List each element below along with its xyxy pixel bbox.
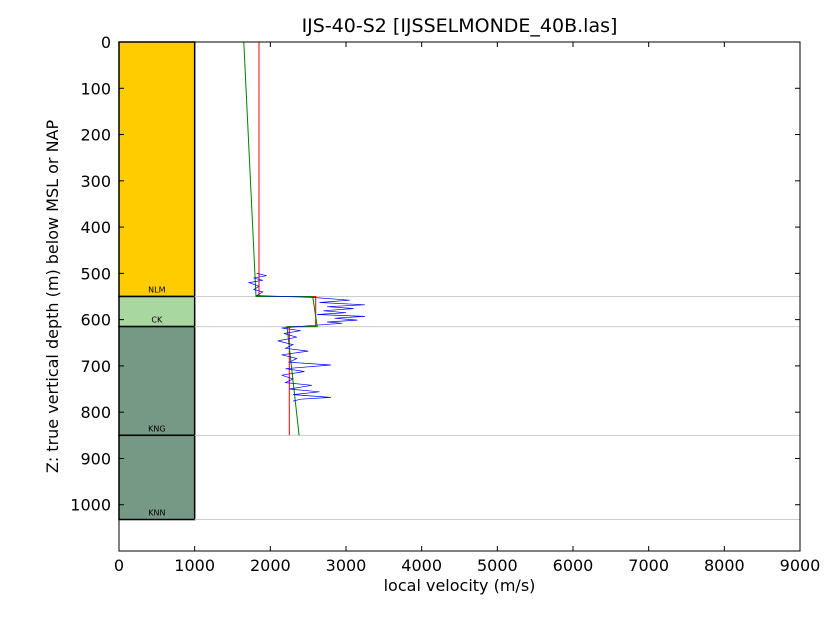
axis-ticks: 0 1000 2000 3000 4000 5000 6000 7000 8000 9000 0 10… (70, 33, 820, 575)
stratigraphic-layers: NLM CK KNG KNN (118, 41, 196, 521)
velocity-series (243, 41, 365, 436)
y-tick-label: 900 (80, 449, 111, 468)
layer-knn (118, 434, 196, 521)
x-tick-label: 2000 (250, 556, 291, 575)
layer-label-knn: KNN (148, 509, 165, 518)
y-axis-label: Z: true vertical depth (m) below MSL or … (43, 120, 62, 474)
y-tick-label: 400 (80, 218, 111, 237)
series-line-3 (247, 273, 365, 402)
x-tick-label: 6000 (553, 556, 594, 575)
x-tick-label: 9000 (780, 556, 821, 575)
plot-frame (118, 41, 801, 552)
y-tick-label: 500 (80, 264, 111, 283)
x-tick-label: 8000 (704, 556, 745, 575)
chart-title: IJS-40-S2 [IJSSELMONDE_40B.las] (302, 15, 618, 37)
x-tick-label: 7000 (628, 556, 669, 575)
y-tick-label: 800 (80, 403, 111, 422)
layer-label-nlm: NLM (148, 286, 165, 295)
y-tick-label: 700 (80, 357, 111, 376)
x-tick-label: 3000 (326, 556, 367, 575)
y-tick-label: 300 (80, 172, 111, 191)
x-tick-label: 5000 (477, 556, 518, 575)
x-axis-label: local velocity (m/s) (384, 576, 536, 595)
layer-label-ck: CK (151, 316, 163, 325)
y-tick-label: 600 (80, 311, 111, 330)
x-tick-label: 0 (114, 556, 124, 575)
x-tick-label: 1000 (174, 556, 215, 575)
x-tick-label: 4000 (401, 556, 442, 575)
layer-kng (118, 325, 196, 437)
series-line-2 (243, 41, 318, 436)
y-tick-label: 1000 (70, 496, 111, 515)
series-line-1 (258, 42, 317, 436)
layer-boundaries (194, 296, 800, 521)
y-tick-label: 200 (80, 126, 111, 145)
y-tick-label: 100 (80, 79, 111, 98)
layer-label-kng: KNG (148, 424, 165, 433)
layer-nlm (118, 41, 196, 298)
y-tick-label: 0 (101, 33, 111, 52)
